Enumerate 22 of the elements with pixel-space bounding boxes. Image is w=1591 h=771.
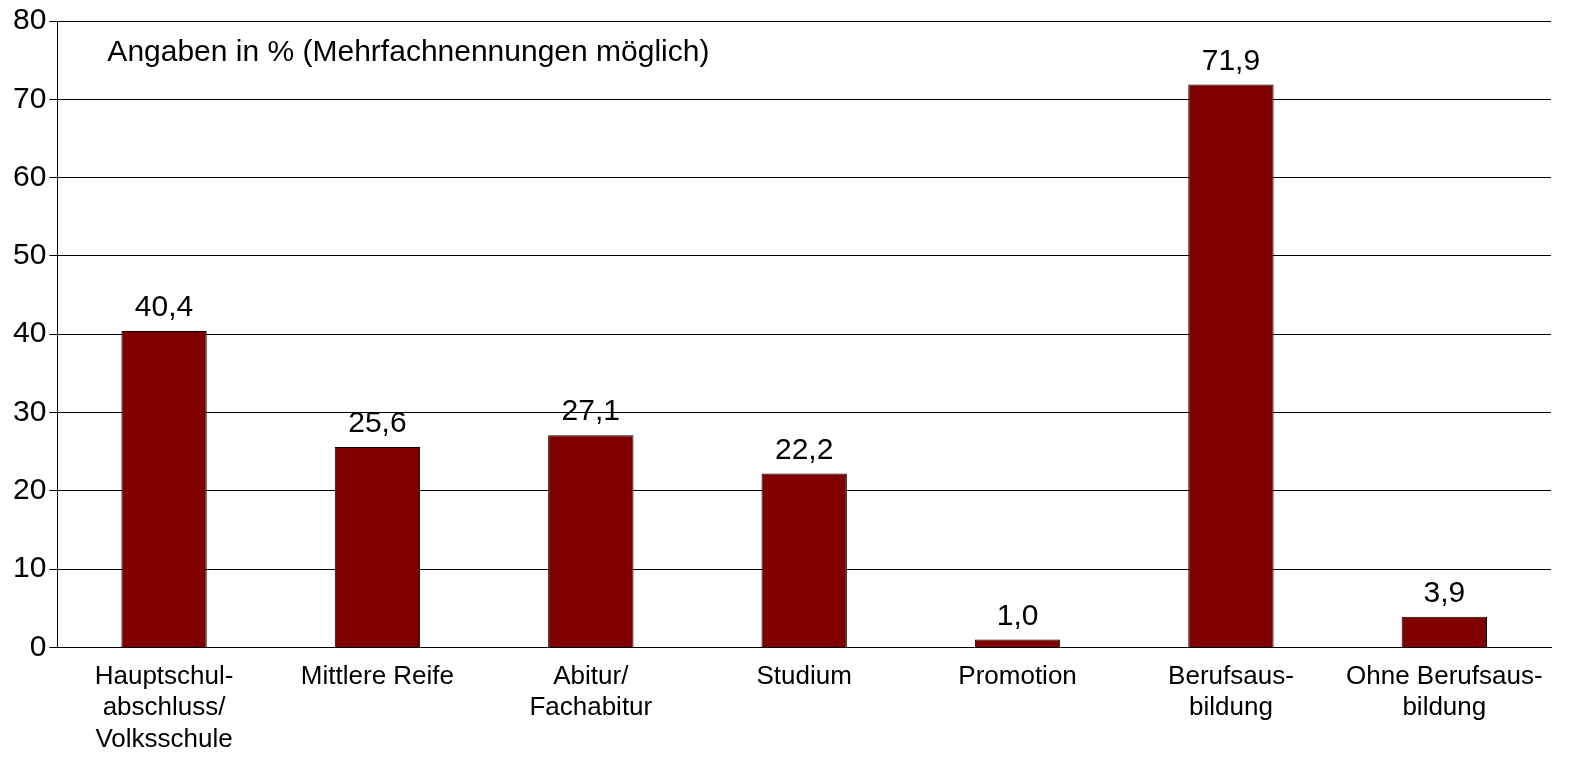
y-tick-label: 70 (12, 80, 47, 114)
x-tick-label: Promotion (958, 660, 1077, 691)
x-tick-label: Studium (756, 660, 852, 691)
y-tick-label: 30 (12, 393, 47, 427)
y-tick-label: 40 (12, 315, 47, 349)
y-tick-label: 20 (12, 472, 47, 506)
data-label: 40,4 (134, 289, 194, 323)
data-label: 71,9 (1201, 42, 1261, 76)
data-label: 1,0 (996, 597, 1039, 631)
y-tick-label: 0 (29, 628, 47, 662)
data-label: 22,2 (774, 431, 834, 465)
y-tick-label: 10 (12, 550, 47, 584)
y-tick-label: 80 (12, 2, 47, 36)
x-tick-label: Ohne Berufsaus- bildung (1346, 660, 1543, 722)
data-label: 3,9 (1423, 575, 1466, 609)
y-tick-label: 50 (12, 237, 47, 271)
annotation: Angaben in % (Mehrfachnennungen möglich) (107, 34, 710, 68)
x-tick-label: Mittlere Reife (300, 660, 455, 691)
x-tick-label: Berufsaus- bildung (1168, 660, 1294, 722)
x-tick-label: Abitur/ Fachabitur (529, 660, 653, 722)
x-tick-label: Hauptschul- abschluss/ Volksschule (94, 660, 234, 753)
y-tick-label: 60 (12, 158, 47, 192)
